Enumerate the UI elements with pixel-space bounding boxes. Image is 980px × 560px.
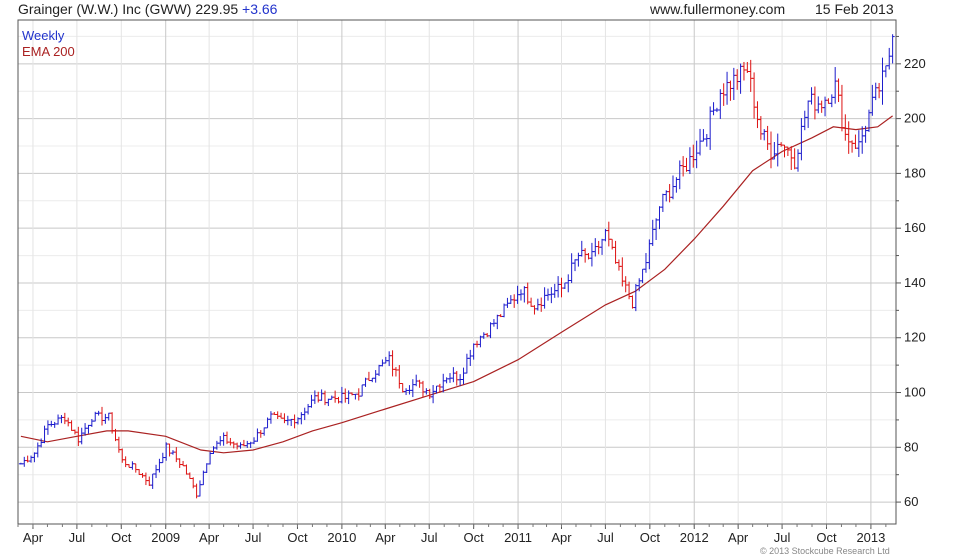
x-tick-label: Oct xyxy=(464,530,485,545)
plot-frame xyxy=(17,19,897,525)
x-tick-label: 2010 xyxy=(327,530,356,545)
legend-weekly: Weekly xyxy=(22,28,65,43)
title-main: Grainger (W.W.) Inc (GWW) 229.95 xyxy=(18,1,239,17)
x-tick-label: Jul xyxy=(245,530,262,545)
title-change: +3.66 xyxy=(242,1,278,17)
x-tick-label: Apr xyxy=(199,530,220,545)
axis-layer: 60 80 100 120 140 160 180 200 220 Apr Jul Oct 2009 Ap… xyxy=(17,35,926,545)
x-tick-label: Oct xyxy=(640,530,661,545)
x-tick-label: 2012 xyxy=(680,530,709,545)
chart-header: Grainger (W.W.) Inc (GWW) 229.95 +3.66 w… xyxy=(0,0,980,18)
x-tick-label: Oct xyxy=(111,530,132,545)
y-tick-label: 160 xyxy=(904,220,926,235)
y-tick-label: 120 xyxy=(904,330,926,345)
x-tick-label: Oct xyxy=(287,530,308,545)
x-tick-label: Oct xyxy=(816,530,837,545)
x-tick-label: Jul xyxy=(597,530,614,545)
legend: Weekly EMA 200 xyxy=(22,28,75,60)
x-tick-label: Apr xyxy=(23,530,44,545)
site-link[interactable]: www.fullermoney.com xyxy=(650,1,786,17)
y-tick-label: 220 xyxy=(904,56,926,71)
x-tick-label: Apr xyxy=(728,530,749,545)
grid-layer xyxy=(18,20,896,524)
y-tick-label: 80 xyxy=(904,439,918,454)
x-tick-label: Apr xyxy=(551,530,572,545)
y-tick-label: 60 xyxy=(904,494,918,509)
copyright: © 2013 Stockcube Research Ltd xyxy=(760,546,890,556)
y-tick-label: 180 xyxy=(904,165,926,180)
y-tick-label: 140 xyxy=(904,275,926,290)
legend-ema: EMA 200 xyxy=(22,44,75,59)
x-tick-label: 2011 xyxy=(504,530,532,545)
x-tick-label: 2009 xyxy=(151,530,180,545)
ema-layer xyxy=(20,115,893,454)
bars-layer xyxy=(18,34,895,499)
x-tick-label: 2013 xyxy=(856,530,885,545)
chart-title: Grainger (W.W.) Inc (GWW) 229.95 +3.66 xyxy=(18,1,277,17)
x-tick-label: Jul xyxy=(69,530,86,545)
x-tick-label: Apr xyxy=(375,530,396,545)
y-tick-label: 200 xyxy=(904,111,926,126)
x-tick-label: Jul xyxy=(774,530,791,545)
y-tick-label: 100 xyxy=(904,385,926,400)
x-tick-label: Jul xyxy=(421,530,438,545)
ema-200-line xyxy=(20,115,893,454)
chart-date: 15 Feb 2013 xyxy=(815,1,894,17)
